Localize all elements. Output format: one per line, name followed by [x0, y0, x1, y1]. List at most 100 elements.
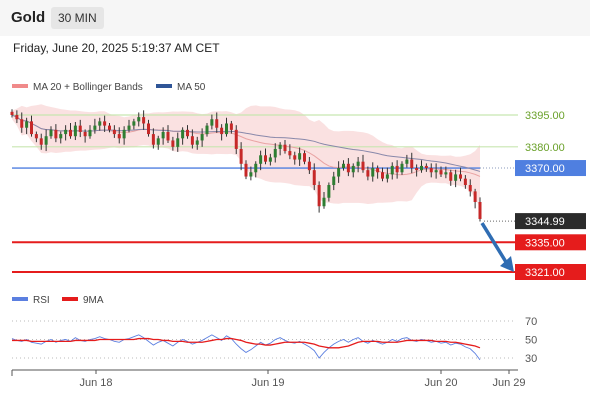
candle-body	[307, 161, 311, 171]
candle	[449, 169, 453, 186]
rsi-legend-label: 9MA	[83, 295, 104, 306]
candle-body	[249, 172, 253, 177]
candle	[239, 142, 243, 171]
candle-body	[244, 163, 248, 177]
candle	[283, 140, 287, 154]
candle	[264, 148, 267, 165]
candle-body	[78, 125, 82, 132]
candle	[293, 151, 297, 165]
support-label: 3321.00	[525, 267, 565, 279]
candle	[454, 169, 458, 188]
candle	[127, 119, 131, 133]
bollinger-band-area	[12, 104, 480, 208]
candle	[30, 115, 33, 137]
candle	[444, 166, 448, 179]
candle-body	[59, 134, 63, 139]
candle	[20, 112, 24, 133]
support-label-box	[515, 234, 586, 251]
candle	[303, 150, 306, 165]
candle	[463, 175, 467, 189]
candle-body	[327, 185, 331, 198]
candle-body	[112, 129, 116, 135]
candle-body	[429, 168, 433, 173]
candle-body	[225, 123, 228, 135]
rsi-legend-swatch	[12, 297, 28, 301]
candle	[381, 167, 384, 182]
candle-body	[83, 131, 87, 137]
candle-body	[127, 125, 131, 130]
rsi-legend-label: RSI	[33, 295, 50, 306]
candle	[322, 192, 326, 209]
candle	[400, 161, 404, 175]
candle-body	[254, 163, 258, 173]
price-legend: MA 20 + Bollinger Bands MA 50	[12, 82, 206, 93]
candle	[478, 197, 482, 222]
candle-body	[420, 165, 423, 171]
candle	[434, 163, 438, 179]
candle	[229, 120, 233, 134]
candle-body	[298, 153, 302, 160]
level-labels: 3395.00 3380.00 3370.00 3344.99 3335.00 3321.…	[515, 110, 586, 280]
candlesticks	[10, 109, 482, 222]
candle	[356, 157, 360, 173]
candle-body	[288, 151, 292, 156]
candle-body	[415, 168, 419, 171]
candle	[69, 123, 72, 139]
candle-body	[449, 172, 453, 181]
x-axis: Jun 18 Jun 19 Jun 20 Jun 29	[11, 369, 526, 389]
candle	[54, 124, 58, 143]
x-tick-label: Jun 20	[424, 377, 457, 389]
candle-body	[342, 163, 345, 169]
legend-label: MA 20 + Bollinger Bands	[33, 82, 143, 93]
candle	[327, 182, 331, 202]
candle-body	[390, 165, 394, 175]
candle	[122, 126, 126, 145]
candle-body	[108, 125, 111, 130]
candle	[78, 119, 82, 138]
candle	[83, 129, 87, 143]
candle-body	[385, 174, 389, 179]
candle-body	[137, 117, 141, 122]
candle	[317, 181, 321, 213]
rsi-panel: 70 50 30	[11, 316, 537, 365]
candle-body	[171, 140, 175, 147]
current-price-box	[515, 213, 586, 230]
candle-body	[283, 144, 287, 152]
candle	[288, 144, 292, 160]
candle-body	[98, 121, 102, 126]
candle	[405, 154, 409, 168]
candle	[351, 163, 355, 178]
candle-body	[361, 161, 365, 171]
rsi-tick-label: 50	[525, 335, 537, 347]
candle-body	[239, 148, 243, 164]
candle-body	[20, 119, 24, 128]
candle	[220, 124, 224, 141]
candle	[468, 179, 472, 197]
candle-body	[463, 178, 467, 186]
candle	[98, 117, 102, 131]
candle	[49, 126, 53, 139]
candle	[385, 167, 389, 183]
candle-body	[264, 155, 267, 162]
candle	[312, 163, 316, 191]
candle	[346, 158, 350, 177]
candle	[415, 164, 419, 177]
candle	[34, 131, 38, 143]
candle-body	[234, 129, 238, 149]
candle-body	[473, 191, 477, 202]
candle	[376, 165, 380, 179]
candle-body	[405, 159, 409, 164]
candle	[459, 167, 462, 182]
candle-body	[117, 134, 121, 139]
candle	[88, 125, 92, 139]
timestamp: Friday, June 20, 2025 5:19:37 AM CET	[13, 41, 220, 55]
candle-body	[346, 163, 350, 173]
candle	[278, 142, 282, 156]
candle-body	[93, 125, 97, 130]
candle	[117, 127, 121, 144]
candle	[390, 162, 394, 180]
candle-body	[195, 140, 199, 145]
candle	[234, 125, 238, 155]
timeframe-badge[interactable]: 30 MIN	[51, 7, 104, 29]
